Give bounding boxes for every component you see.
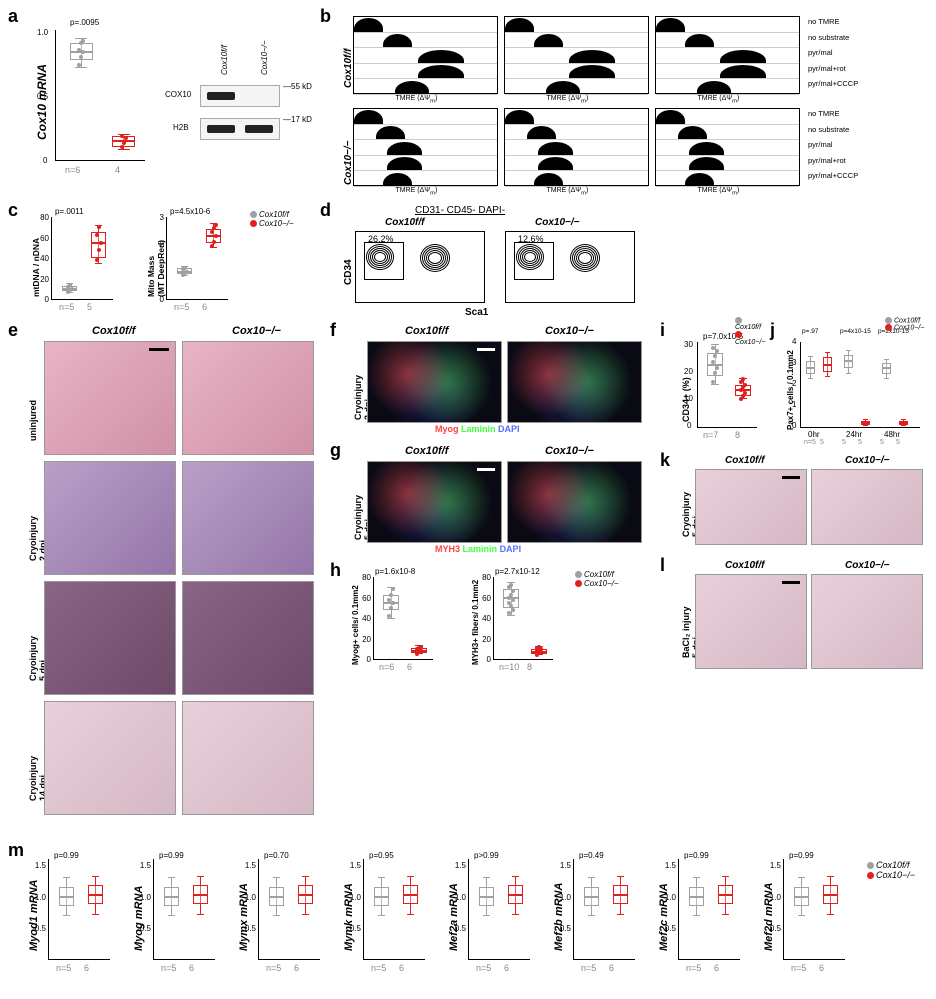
panel-d-gate: CD31- CD45- DAPI-	[415, 205, 505, 216]
panel-g: Cryoinjury 5 dpi Cox10f/f Cox10−/− MYH3 …	[345, 445, 655, 557]
panel-label-e: e	[8, 320, 18, 341]
panel-label-j: j	[770, 320, 775, 341]
panel-a-boxplot	[60, 30, 145, 160]
panel-label-f: f	[330, 320, 336, 341]
panel-label-a: a	[8, 6, 18, 27]
panel-label-d: d	[320, 200, 331, 221]
panel-label-i: i	[660, 320, 665, 341]
panel-k: Cryoinjury 5 dpi Cox10f/f Cox10−/−	[675, 455, 930, 550]
panel-m-legend: Cox10f/f Cox10−/−	[867, 860, 915, 880]
panel-h: Myog+ cells/ 0.1mm2p=1.6x10-8020406080n=…	[345, 565, 655, 675]
panel-l: BaCl₂ injury 5 dpi Cox10f/f Cox10−/−	[675, 560, 930, 675]
panel-label-c: c	[8, 200, 18, 221]
panel-a-ylabel: Cox10 mRNA	[33, 64, 51, 140]
panel-label-k: k	[660, 450, 670, 471]
panel-c-legend: Cox10f/f Cox10−/−	[250, 210, 294, 228]
panel-a: Cox10 mRNA 0 0.5 1.0 p=.0095 n=6 4 Cox10…	[25, 10, 315, 185]
panel-e: Cox10f/f Cox10−/− uninjuredCryoinjury 2 …	[22, 325, 322, 835]
panel-label-b: b	[320, 6, 331, 27]
panel-h-legend: Cox10f/f Cox10−/−	[575, 570, 619, 588]
panel-label-l: l	[660, 555, 665, 576]
panel-c: mtDNA / nDNAp=.0011020406080n=55Mito Mas…	[25, 205, 315, 315]
panel-f: Cryoinjury 2 dpi Cox10f/f Cox10−/− Myog …	[345, 325, 655, 437]
panel-d: CD31- CD45- DAPI- CD34 Sca1 Cox10f/f26.2…	[335, 205, 665, 315]
panel-i: CD34+ (%) p=7.0x10-5 0 10 20 30 n=7 8 Co…	[675, 322, 770, 442]
panel-b: Cox10f/f Cox10−/− TMRE (ΔΨm)TMRE (ΔΨm)TM…	[335, 10, 930, 195]
panel-a-pvalue: p=.0095	[70, 18, 99, 27]
panel-label-h: h	[330, 560, 341, 581]
panel-a-blot: Cox10f/f Cox10−/− COX10 —55 kD H2B —17 k…	[175, 40, 315, 160]
panel-j: Pax7+ cells / 0.1mm2 0hrp=.97n=5524hrp=4…	[780, 322, 930, 442]
panel-label-g: g	[330, 440, 341, 461]
panel-m: Myod1 mRNA0.51.01.5p=0.99n=56Myog mRNA0.…	[22, 845, 922, 990]
